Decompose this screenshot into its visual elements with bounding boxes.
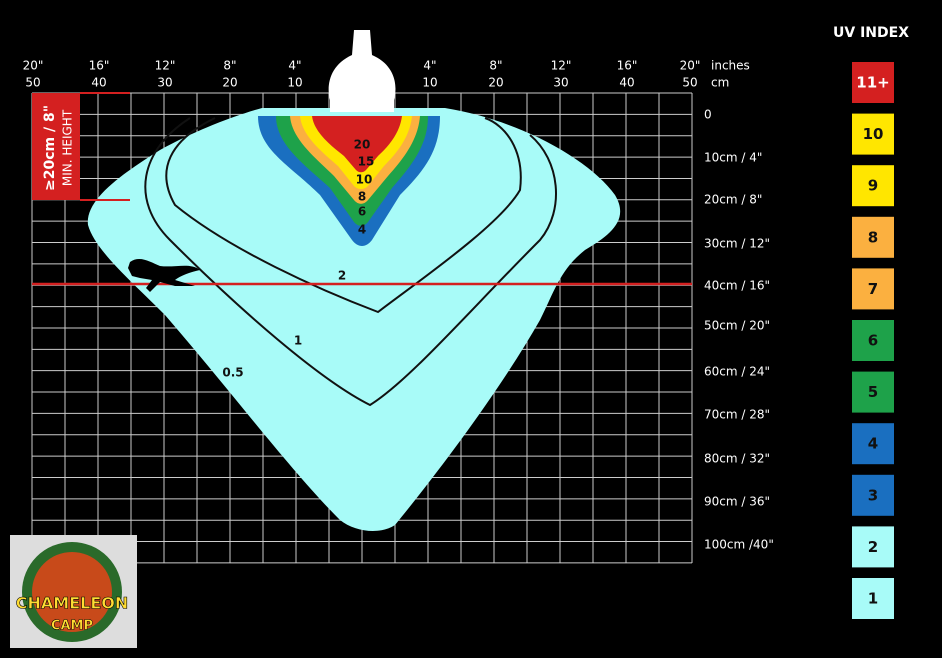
min-height-box [32,93,80,200]
contour-2 [165,117,522,314]
cm-label: 50 [682,76,697,90]
contour-label: 2 [338,269,346,283]
logo-line2: CAMP [51,619,93,634]
legend-label: 7 [868,280,878,298]
contour-label: 15 [358,155,375,169]
inch-label: 4" [288,59,301,73]
inch-unit: inches [711,59,750,73]
legend-swatch [852,165,894,207]
legend-swatch [852,371,894,413]
legend-swatch [852,216,894,258]
distance-label: 20cm / 8" [704,193,762,207]
inch-label: 8" [223,59,236,73]
legend-label: 4 [868,435,878,453]
inch-label: 4" [423,59,436,73]
legend-label: 2 [868,538,878,556]
legend-label: 8 [868,228,878,246]
legend-label: 3 [868,486,878,504]
contour-label: 4 [358,223,366,237]
distance-label: 50cm / 20" [704,319,770,333]
logo-line1: CHAMELEON [16,594,128,613]
contour-label: 20 [354,138,371,152]
inch-label: 16" [89,59,110,73]
distance-label: 70cm / 28" [704,408,770,422]
inch-label: 20" [680,59,701,73]
distance-label: 100cm /40" [704,538,774,552]
cm-label: 40 [91,76,106,90]
contour-1 [144,117,557,407]
bulb [328,30,396,112]
legend-label: 11+ [856,74,889,92]
contour-label: 6 [358,205,366,219]
distance-label: 0 [704,108,712,122]
contour-label: 10 [356,173,373,187]
inch-label: 12" [551,59,572,73]
legend-label: 5 [868,383,878,401]
min-height-label: MIN. HEIGHT [61,109,75,186]
cm-label: 20 [222,76,237,90]
inch-label: 20" [23,59,44,73]
legend-swatch [852,62,894,103]
distance-label: 30cm / 12" [704,237,770,251]
distance-label: 90cm / 36" [704,495,770,509]
cm-unit: cm [711,76,729,90]
contour-label: 1 [294,334,302,348]
cm-label: 10 [287,76,302,90]
distance-label: 80cm / 32" [704,452,770,466]
distance-label: 10cm / 4" [704,151,762,165]
cm-label: 40 [619,76,634,90]
legend-label: 10 [863,125,884,143]
legend-title: UV INDEX [833,25,909,41]
inch-label: 16" [617,59,638,73]
inch-label: 8" [489,59,502,73]
uv-zone-2 [87,108,621,532]
inch-label: 12" [155,59,176,73]
legend-swatch [852,320,894,361]
distance-label: 60cm / 24" [704,365,770,379]
uv-zone-11 [312,116,402,173]
legend-swatch [852,113,894,155]
legend-swatch [852,474,894,516]
lizard [128,259,200,292]
contour-label: 0.5 [222,366,243,380]
logo: CHAMELEON CAMP [10,535,137,648]
legend-label: 1 [868,590,878,608]
legend-swatch [852,423,894,465]
cm-label: 50 [25,76,40,90]
cm-label: 20 [488,76,503,90]
contour-label: 8 [358,190,366,204]
legend-swatch [852,578,894,619]
legend-swatch [852,526,894,568]
legend-label: 9 [868,177,878,195]
legend-swatch [852,268,894,310]
min-height-value: ≥20cm / 8" [42,105,58,191]
legend-label: 6 [868,332,878,350]
distance-label: 40cm / 16" [704,279,770,293]
cm-label: 10 [422,76,437,90]
cm-label: 30 [553,76,568,90]
cm-label: 30 [157,76,172,90]
